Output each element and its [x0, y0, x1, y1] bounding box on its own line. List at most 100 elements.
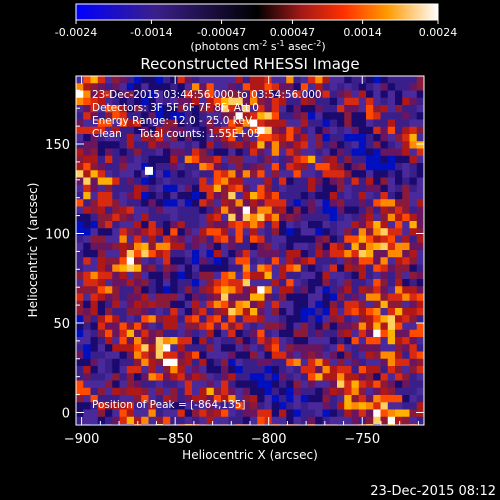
heatmap-cell [76, 213, 84, 222]
heatmap-cell [271, 257, 280, 265]
heatmap-cell [126, 402, 135, 410]
heatmap-cell [76, 322, 84, 331]
heatmap-cell [315, 380, 323, 389]
heatmap-cell [300, 308, 309, 316]
heatmap-cell [250, 344, 258, 352]
heatmap-cell [235, 286, 244, 294]
heatmap-cell [250, 177, 258, 186]
heatmap-cell [105, 416, 113, 425]
heatmap-cell [199, 402, 207, 410]
heatmap-cell [83, 221, 91, 229]
heatmap-cell [119, 380, 128, 389]
heatmap-cell [416, 329, 424, 338]
heatmap-cell [402, 358, 410, 367]
heatmap-cell [279, 257, 287, 265]
heatmap-cell [148, 329, 157, 338]
heatmap-cell [83, 271, 91, 280]
heatmap-cell [387, 134, 396, 142]
heatmap-cell [250, 300, 258, 309]
heatmap-cell [119, 192, 128, 200]
heatmap-cell [373, 148, 381, 157]
heatmap-cell [308, 264, 316, 273]
heatmap-cell [148, 250, 157, 258]
heatmap-cell [206, 148, 215, 157]
heatmap-cell [322, 351, 331, 360]
heatmap-cell [257, 242, 265, 251]
heatmap-cell [148, 134, 157, 142]
heatmap-cell [206, 112, 215, 120]
heatmap-cell [170, 112, 178, 120]
heatmap-cell [300, 213, 309, 222]
heatmap-cell [416, 264, 424, 273]
heatmap-cell [380, 90, 389, 99]
heatmap-cell [286, 250, 294, 258]
heatmap-cell [235, 250, 244, 258]
heatmap-cell [184, 97, 193, 106]
heatmap-cell [395, 315, 403, 323]
heatmap-cell [242, 409, 251, 418]
heatmap-cell [221, 134, 229, 142]
heatmap-cell [293, 358, 302, 367]
heatmap-cell [344, 235, 352, 244]
heatmap-cell [206, 286, 215, 294]
heatmap-cell [257, 97, 265, 106]
heatmap-cell [264, 293, 273, 302]
heatmap-cell [300, 221, 309, 229]
heatmap-cell [97, 271, 106, 280]
heatmap-cell [213, 97, 222, 106]
heatmap-cell [83, 366, 91, 374]
heatmap-cell [221, 250, 229, 258]
heatmap-cell [308, 337, 316, 345]
heatmap-cell [155, 300, 164, 309]
heatmap-cell [416, 119, 424, 128]
heatmap-cell [192, 126, 200, 135]
heatmap-cell [228, 416, 236, 425]
heatmap-cell [344, 97, 352, 106]
heatmap-cell [380, 293, 389, 302]
y-tick-label: 50 [53, 317, 70, 332]
heatmap-cell [409, 387, 418, 396]
heatmap-cell [141, 177, 149, 186]
heatmap-cell [366, 221, 374, 229]
heatmap-cell [387, 264, 396, 273]
heatmap-cell [264, 112, 273, 120]
heatmap-cell [177, 134, 186, 142]
heatmap-cell [351, 416, 360, 425]
heatmap-cell [264, 184, 273, 193]
heatmap-cell [213, 264, 222, 273]
heatmap-cell [235, 90, 244, 99]
heatmap-cell [163, 97, 171, 106]
heatmap-cell [387, 271, 396, 280]
heatmap-cell [329, 257, 338, 265]
heatmap-cell [373, 337, 381, 345]
heatmap-cell [192, 141, 200, 149]
heatmap-cell [366, 358, 374, 367]
heatmap-cell [170, 380, 178, 389]
heatmap-cell [242, 141, 251, 149]
heatmap-cell [206, 329, 215, 338]
heatmap-cell [358, 286, 367, 294]
heatmap-cell [250, 293, 258, 302]
heatmap-cell [184, 271, 193, 280]
heatmap-cell [366, 83, 374, 91]
heatmap-cell [228, 279, 236, 287]
heatmap-cell [366, 409, 374, 418]
heatmap-cell [83, 300, 91, 309]
heatmap-cell [395, 192, 403, 200]
heatmap-cell [119, 257, 128, 265]
heatmap-cell [308, 300, 316, 309]
heatmap-cell [199, 344, 207, 352]
heatmap-cell [279, 148, 287, 157]
heatmap-cell [141, 235, 149, 244]
heatmap-cell [228, 322, 236, 331]
heatmap-cell [235, 315, 244, 323]
heatmap-cell [206, 366, 215, 374]
heatmap-cell [235, 308, 244, 316]
heatmap-cell [163, 337, 171, 345]
heatmap-cell [76, 242, 84, 251]
heatmap-cell [351, 112, 360, 120]
heatmap-cell [416, 90, 424, 99]
heatmap-cell [192, 184, 200, 193]
heatmap-cell [199, 300, 207, 309]
heatmap-cell [148, 344, 157, 352]
